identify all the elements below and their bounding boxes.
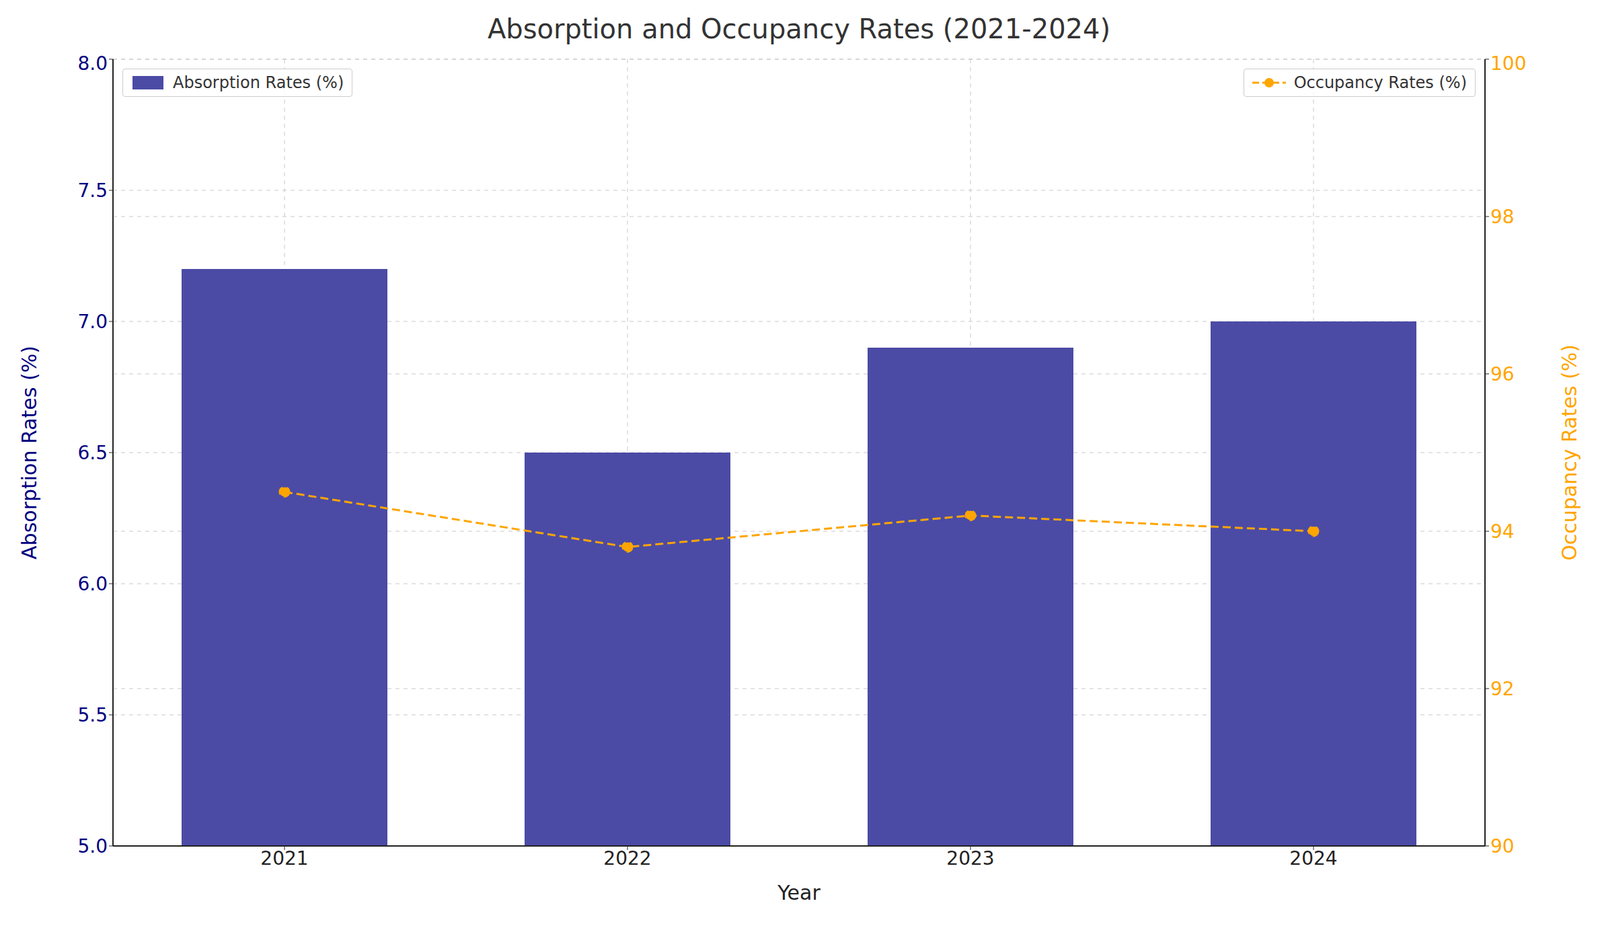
svg-text:100: 100 [1490, 52, 1527, 75]
svg-text:Absorption Rates (%): Absorption Rates (%) [17, 345, 42, 560]
svg-text:7.5: 7.5 [77, 179, 108, 202]
svg-text:6.0: 6.0 [77, 573, 108, 596]
html-text:Absorption Rates (%): Absorption Rates (%) [172, 73, 344, 93]
svg-text:92: 92 [1490, 677, 1515, 701]
svg-text:94: 94 [1490, 520, 1515, 543]
svg-text:96: 96 [1490, 363, 1515, 386]
svg-text:2021: 2021 [260, 847, 309, 870]
svg-text:6.5: 6.5 [77, 441, 108, 465]
svg-text:2022: 2022 [603, 847, 652, 870]
svg-text:8.0: 8.0 [77, 52, 108, 75]
svg-text:Year: Year [776, 881, 821, 905]
svg-text:7.0: 7.0 [77, 310, 108, 333]
svg-text:90: 90 [1490, 835, 1515, 858]
svg-text:5.5: 5.5 [77, 704, 108, 727]
svg-text:2023: 2023 [946, 847, 995, 870]
svg-text:98: 98 [1490, 205, 1515, 228]
html-text:Occupancy Rates (%): Occupancy Rates (%) [1293, 73, 1467, 93]
html-text:Absorption and Occupancy Rates: Absorption and Occupancy Rates (2021-202… [487, 13, 1111, 45]
svg-text:2024: 2024 [1289, 847, 1338, 870]
svg-text:5.0: 5.0 [77, 835, 108, 858]
svg-text:Occupancy Rates (%): Occupancy Rates (%) [1557, 344, 1582, 561]
